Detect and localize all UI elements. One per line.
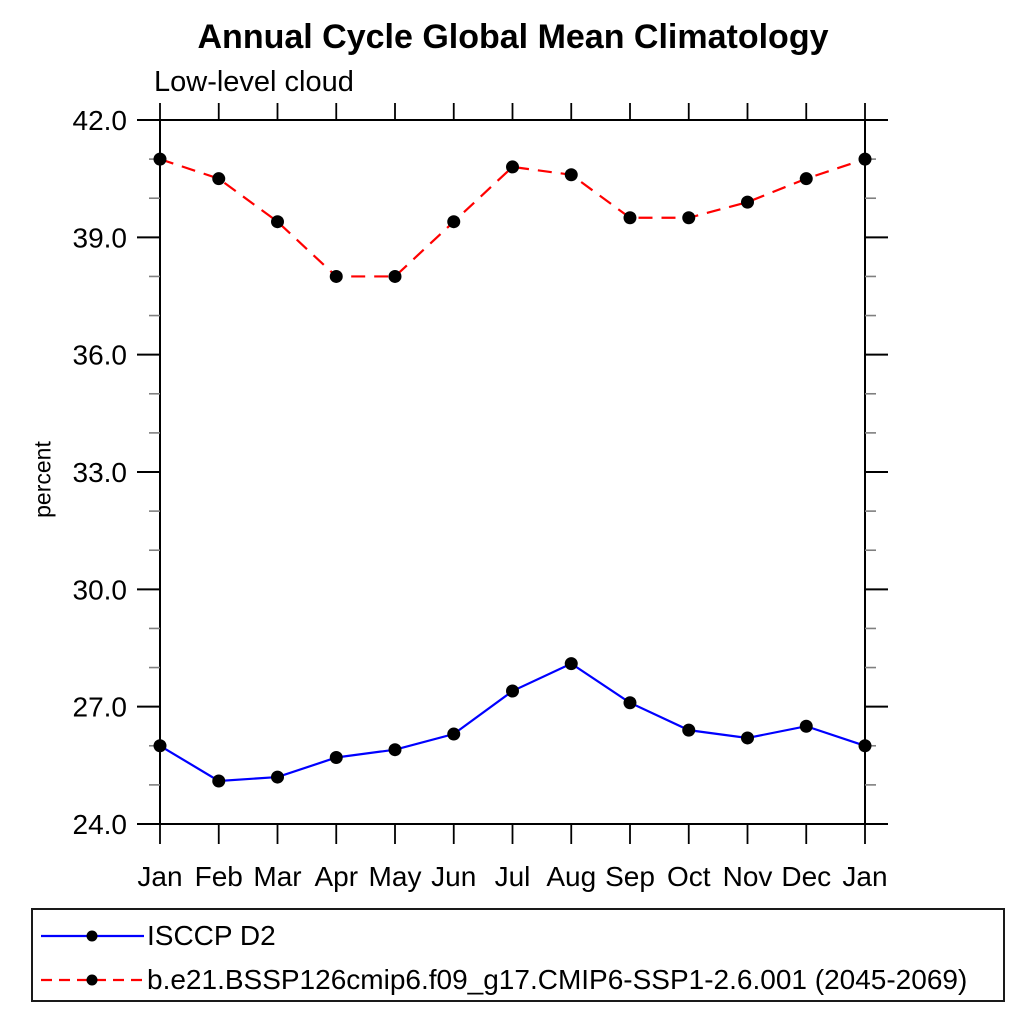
data-point — [623, 211, 637, 225]
x-tick-label: Oct — [667, 861, 711, 892]
series-1 — [153, 152, 872, 283]
x-tick-label: Aug — [546, 861, 596, 892]
legend-line-sample-solid-icon — [41, 930, 144, 942]
x-tick-label: Sep — [605, 861, 655, 892]
y-tick-label: 42.0 — [73, 105, 128, 136]
x-tick-label: Feb — [195, 861, 243, 892]
x-tick-label: Jul — [495, 861, 531, 892]
x-tick-label: Apr — [314, 861, 358, 892]
data-point — [447, 215, 461, 229]
legend-item-observation: ISCCP D2 — [33, 921, 276, 951]
y-tick-label: 33.0 — [73, 457, 128, 488]
x-tick-label: Dec — [781, 861, 831, 892]
data-point — [741, 195, 754, 209]
data-point — [153, 739, 167, 753]
data-point — [682, 723, 696, 737]
y-tick-label: 24.0 — [73, 809, 128, 840]
x-tick-label: May — [369, 861, 422, 892]
data-point — [271, 770, 284, 784]
chart-subtitle: Low-level cloud — [154, 66, 354, 98]
legend-item-model: b.e21.BSSP126cmip6.f09_g17.CMIP6-SSP1-2.… — [33, 965, 967, 995]
data-point — [388, 269, 402, 283]
data-point — [564, 168, 578, 182]
data-point — [506, 684, 519, 698]
data-point — [271, 215, 284, 229]
y-tick-label: 39.0 — [73, 222, 128, 253]
data-point — [858, 152, 872, 166]
data-point — [447, 727, 461, 741]
series-0 — [153, 657, 872, 788]
x-tick-label: Mar — [253, 861, 301, 892]
data-point — [388, 743, 402, 757]
y-tick-label: 27.0 — [73, 692, 128, 723]
data-point — [212, 172, 226, 186]
data-point — [858, 739, 872, 753]
data-point — [329, 269, 343, 283]
chart-title: Annual Cycle Global Mean Climatology — [197, 18, 829, 56]
legend-label-observation: ISCCP D2 — [147, 920, 276, 951]
legend: ISCCP D2 b.e21.BSSP126cmip6.f09_g17.CMIP… — [31, 908, 1005, 1002]
y-axis-ticks: 24.0 27.0 30.0 33.0 36.0 39.0 42.0 — [73, 105, 888, 840]
data-point — [153, 152, 167, 166]
x-tick-label: Jan — [137, 861, 182, 892]
data-point — [329, 751, 343, 765]
data-point — [682, 211, 696, 225]
x-tick-label: Jun — [431, 861, 476, 892]
x-tick-label: Jan — [842, 861, 887, 892]
data-point — [799, 172, 813, 186]
data-point — [741, 731, 754, 745]
x-axis-ticks: Jan Feb Mar Apr May Jun Jul Aug Sep Oct Nov Dec Jan — [137, 103, 888, 892]
legend-label-model: b.e21.BSSP126cmip6.f09_g17.CMIP6-SSP1-2.… — [147, 964, 968, 995]
legend-line-sample-dashed-icon — [41, 974, 144, 986]
data-point — [506, 160, 519, 174]
data-point — [212, 774, 226, 788]
y-tick-label: 36.0 — [73, 340, 128, 371]
y-tick-label: 30.0 — [73, 574, 128, 605]
plot-frame — [159, 119, 866, 825]
data-point — [799, 719, 813, 733]
x-tick-label: Nov — [723, 861, 773, 892]
data-point — [623, 696, 637, 710]
data-point — [564, 657, 578, 671]
